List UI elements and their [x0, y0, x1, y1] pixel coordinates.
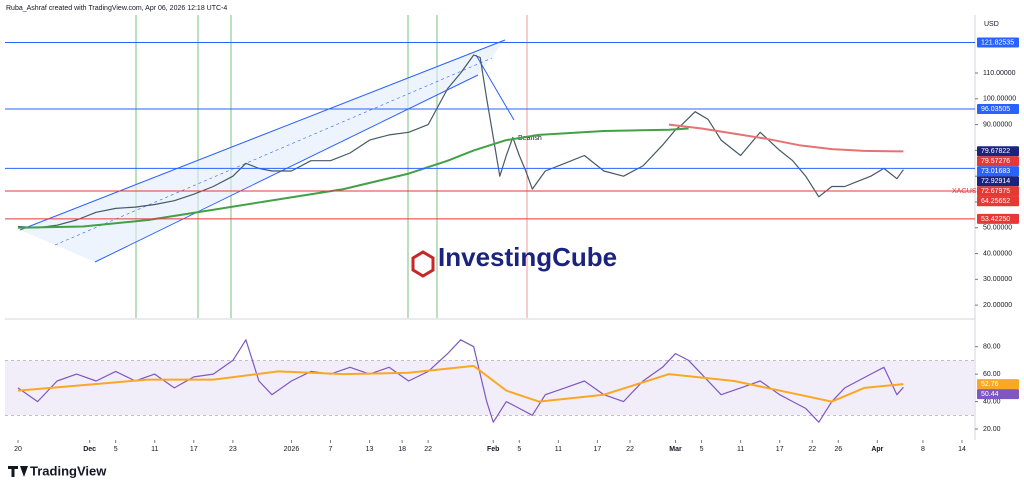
- price-tag: [977, 166, 1019, 177]
- series-line: [17, 339, 904, 423]
- footer-logo: TradingView: [30, 463, 107, 478]
- price-tag-label: 79.57276: [981, 158, 1010, 165]
- x-tick-label: 7: [329, 446, 333, 453]
- price-tag-label: 79.67822: [981, 148, 1010, 155]
- series-line: [668, 123, 904, 153]
- x-tick-label: 23: [229, 446, 237, 453]
- x-tick-label: 8: [921, 446, 925, 453]
- x-tick-label: 13: [366, 446, 374, 453]
- price-tag: [977, 37, 1019, 48]
- y-tick-label: 110.00000: [983, 70, 1016, 77]
- price-tag-label: 53.42250: [981, 216, 1010, 223]
- price-tag-label: 64.25652: [981, 198, 1010, 205]
- footer-icon: [8, 466, 28, 477]
- price-tag: [977, 186, 1019, 197]
- price-tag: [977, 176, 1019, 187]
- x-tick-label: 5: [114, 446, 118, 453]
- symbol-label: XAGUSD: [952, 188, 982, 195]
- x-tick-label: 2026: [284, 446, 300, 453]
- series-line: [17, 364, 904, 403]
- x-tick-label: 14: [958, 446, 966, 453]
- x-tick-label: 17: [190, 446, 198, 453]
- price-tag-label: 72.92914: [981, 178, 1010, 185]
- y-tick-label: 50.00000: [983, 225, 1012, 232]
- x-tick-label: 22: [808, 446, 816, 453]
- annotation: Bearish: [518, 135, 542, 142]
- price-tag-label: 121.82535: [981, 39, 1014, 46]
- x-tick-label: 18: [398, 446, 406, 453]
- price-tag: [977, 213, 1019, 224]
- price-tag: [977, 196, 1019, 207]
- x-tick-label: 22: [626, 446, 634, 453]
- watermark: InvestingCube: [411, 242, 617, 278]
- y-tick-label: 20.00: [983, 426, 1001, 433]
- credit: Ruba_Ashraf created with TradingView.com…: [6, 5, 227, 12]
- y-tick-label: 40.00: [983, 398, 1001, 405]
- rsi-band: [5, 360, 975, 416]
- price-tag: [977, 104, 1019, 115]
- x-tick-label: 26: [834, 446, 842, 453]
- x-tick-label: 20: [14, 446, 22, 453]
- y-tick-label: 100.00000: [983, 96, 1016, 103]
- price-tag-label: 52.76: [981, 381, 999, 388]
- x-tick-label: 11: [151, 446, 158, 453]
- y-tick-label: 30.00000: [983, 276, 1012, 283]
- y-tick-label: 20.00000: [983, 302, 1012, 309]
- channel-line: [19, 39, 506, 231]
- currency: USD: [984, 21, 999, 28]
- x-tick-label: Dec: [83, 446, 96, 453]
- price-tag-label: 50.44: [981, 391, 999, 398]
- logo: [411, 250, 435, 278]
- price-tag-label: 96.03505: [981, 106, 1010, 113]
- price-tag-label: 72.67975: [981, 188, 1010, 195]
- y-tick-label: 90.00000: [983, 121, 1012, 128]
- y-tick-label: 60.00: [983, 371, 1001, 378]
- price-tag: [977, 389, 1019, 400]
- x-tick-label: 11: [737, 446, 744, 453]
- price-tag: [977, 379, 1019, 390]
- x-tick-label: 17: [776, 446, 784, 453]
- y-tick-label: 80.00: [983, 344, 1001, 351]
- x-tick-label: 5: [517, 446, 521, 453]
- x-tick-label: Mar: [669, 446, 682, 453]
- price-tag: [977, 156, 1019, 167]
- series-line: [17, 54, 904, 229]
- channel-mid: [54, 57, 493, 246]
- x-tick-label: 11: [555, 446, 562, 453]
- series-line: [17, 127, 689, 229]
- x-tick-label: 22: [424, 446, 432, 453]
- x-tick-label: 17: [594, 446, 602, 453]
- price-tag: [977, 146, 1019, 157]
- x-tick-label: Apr: [871, 446, 883, 453]
- price-tag-label: 73.01683: [981, 168, 1010, 175]
- x-tick-label: 5: [700, 446, 704, 453]
- y-tick-label: 40.00000: [983, 250, 1012, 257]
- watermark-text: InvestingCube: [438, 242, 617, 272]
- x-tick-label: Feb: [487, 446, 499, 453]
